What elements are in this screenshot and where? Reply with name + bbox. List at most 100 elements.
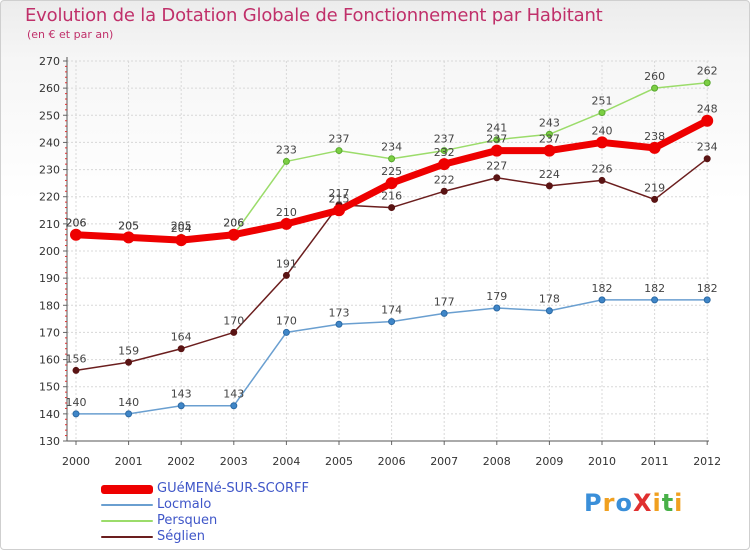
y-tick-label: 130 bbox=[39, 435, 60, 448]
logo-letter: X bbox=[632, 489, 653, 517]
data-label-s-glien: 159 bbox=[118, 344, 139, 357]
x-tick-label: 2005 bbox=[325, 455, 353, 468]
data-point-gu-men-sur-scorff bbox=[333, 204, 345, 217]
data-point-persquen bbox=[545, 130, 553, 138]
y-tick-label: 220 bbox=[39, 191, 60, 204]
y-tick-label: 140 bbox=[39, 408, 60, 421]
data-label-persquen: 233 bbox=[276, 143, 297, 156]
x-tick-label: 2000 bbox=[62, 455, 90, 468]
data-label-persquen: 205 bbox=[118, 219, 139, 232]
x-tick-label: 2007 bbox=[430, 455, 458, 468]
data-label-s-glien: 164 bbox=[171, 331, 192, 344]
data-point-s-glien bbox=[651, 195, 659, 203]
data-label-persquen: 237 bbox=[329, 133, 350, 146]
data-point-locmalo bbox=[72, 410, 80, 418]
data-point-gu-men-sur-scorff bbox=[280, 217, 293, 230]
y-tick-label: 260 bbox=[39, 82, 60, 95]
data-label-s-glien: 156 bbox=[66, 352, 87, 365]
proxiti-logo: ProXiti bbox=[584, 489, 683, 517]
y-tick-label: 180 bbox=[39, 299, 60, 312]
data-point-gu-men-sur-scorff bbox=[438, 158, 451, 171]
data-point-locmalo bbox=[230, 402, 238, 410]
data-label-persquen: 243 bbox=[539, 116, 560, 129]
legend-label: GUéMENé-SUR-SCORFF bbox=[157, 481, 309, 496]
data-label-gu-men-sur-scorff: 205 bbox=[118, 219, 139, 232]
data-point-persquen bbox=[335, 147, 343, 155]
data-label-gu-men-sur-scorff: 206 bbox=[223, 217, 244, 230]
data-point-s-glien bbox=[230, 328, 238, 336]
y-tick-label: 150 bbox=[39, 381, 60, 394]
legend-swatch bbox=[101, 520, 153, 522]
data-label-gu-men-sur-scorff: 232 bbox=[434, 146, 455, 159]
data-label-locmalo: 178 bbox=[539, 293, 560, 306]
data-label-persquen: 260 bbox=[644, 70, 665, 83]
data-label-persquen: 251 bbox=[592, 95, 613, 108]
data-label-gu-men-sur-scorff: 248 bbox=[697, 103, 718, 116]
data-point-gu-men-sur-scorff bbox=[227, 228, 240, 241]
y-tick-label: 210 bbox=[39, 218, 60, 231]
data-point-s-glien bbox=[493, 174, 501, 182]
data-label-s-glien: 191 bbox=[276, 257, 297, 270]
data-point-locmalo bbox=[388, 318, 396, 326]
data-label-s-glien: 234 bbox=[697, 141, 718, 154]
x-tick-label: 2008 bbox=[483, 455, 511, 468]
data-point-persquen bbox=[493, 136, 501, 144]
data-point-persquen bbox=[651, 84, 659, 92]
x-tick-label: 2006 bbox=[378, 455, 406, 468]
data-point-s-glien bbox=[545, 182, 553, 190]
logo-letter: r bbox=[602, 489, 616, 517]
data-point-locmalo bbox=[177, 402, 185, 410]
y-tick-label: 200 bbox=[39, 245, 60, 258]
data-label-locmalo: 143 bbox=[223, 388, 244, 401]
data-point-persquen bbox=[703, 79, 711, 87]
legend-swatch bbox=[101, 484, 153, 494]
x-tick-label: 2011 bbox=[641, 455, 669, 468]
data-label-locmalo: 177 bbox=[434, 295, 455, 308]
y-tick-label: 190 bbox=[39, 272, 60, 285]
data-point-locmalo bbox=[335, 320, 343, 328]
data-point-gu-men-sur-scorff bbox=[490, 144, 503, 157]
data-point-gu-men-sur-scorff bbox=[701, 114, 714, 127]
data-label-locmalo: 170 bbox=[276, 314, 297, 327]
data-point-s-glien bbox=[703, 155, 711, 163]
y-tick-label: 230 bbox=[39, 164, 60, 177]
x-tick-label: 2010 bbox=[588, 455, 616, 468]
x-tick-label: 2012 bbox=[693, 455, 721, 468]
data-label-locmalo: 182 bbox=[697, 282, 718, 295]
data-label-gu-men-sur-scorff: 210 bbox=[276, 206, 297, 219]
data-label-locmalo: 143 bbox=[171, 388, 192, 401]
data-point-gu-men-sur-scorff bbox=[596, 136, 608, 149]
data-label-locmalo: 182 bbox=[592, 282, 613, 295]
data-label-locmalo: 174 bbox=[381, 304, 402, 317]
legend-label: Locmalo bbox=[157, 497, 212, 512]
logo-letter: t bbox=[661, 489, 675, 517]
legend-label: Séglien bbox=[157, 529, 205, 544]
data-point-s-glien bbox=[282, 271, 290, 279]
legend-swatch bbox=[101, 536, 153, 538]
data-label-locmalo: 182 bbox=[644, 282, 665, 295]
data-point-gu-men-sur-scorff bbox=[175, 234, 188, 247]
data-label-gu-men-sur-scorff: 204 bbox=[171, 222, 192, 235]
data-point-locmalo bbox=[598, 296, 606, 304]
data-label-persquen: 206 bbox=[66, 217, 87, 230]
data-point-locmalo bbox=[282, 328, 290, 336]
data-label-s-glien: 170 bbox=[223, 314, 244, 327]
data-point-gu-men-sur-scorff bbox=[122, 231, 135, 244]
data-label-persquen: 205 bbox=[171, 219, 192, 232]
data-label-gu-men-sur-scorff: 240 bbox=[592, 124, 613, 137]
data-point-gu-men-sur-scorff bbox=[70, 228, 82, 241]
y-tick-label: 160 bbox=[39, 354, 60, 367]
data-label-locmalo: 140 bbox=[66, 396, 87, 409]
data-label-persquen: 206 bbox=[223, 217, 244, 230]
data-label-gu-men-sur-scorff: 206 bbox=[66, 217, 87, 230]
data-label-s-glien: 227 bbox=[486, 160, 507, 173]
data-point-locmalo bbox=[703, 296, 711, 304]
data-point-locmalo bbox=[493, 304, 501, 312]
data-label-s-glien: 216 bbox=[381, 190, 402, 203]
data-label-persquen: 234 bbox=[381, 141, 402, 154]
legend-label: Persquen bbox=[157, 513, 218, 528]
x-tick-label: 2004 bbox=[272, 455, 300, 468]
data-label-gu-men-sur-scorff: 237 bbox=[486, 133, 507, 146]
